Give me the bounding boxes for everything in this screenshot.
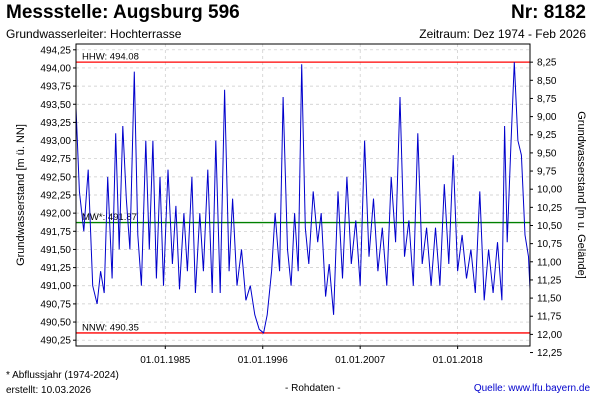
y-tick-label: 492,00 [40,209,71,220]
y-tick-label: 492,75 [40,154,71,165]
y-tick-label: 490,50 [40,318,71,329]
right-tick-label: 9,00 [537,112,557,123]
y-tick-label: 491,75 [40,227,71,238]
right-tick-label: 9,75 [537,167,557,178]
raw-data-label: - Rohdaten - [285,383,341,394]
right-axis-ticks: 8,25 8,50 8,75 9,00 9,25 9,50 9,75 10,00 10,25 10… [530,58,562,359]
left-axis-ticks: 494,25 494,00 493,75 493,50 493,25 493,00 492,… [40,45,76,347]
y-tick-label: 493,75 [40,82,71,93]
right-tick-label: 12,25 [537,348,562,359]
y-tick-label: 494,25 [40,45,71,56]
right-tick-label: 9,25 [537,130,557,141]
right-tick-label: 11,50 [537,294,562,305]
right-tick-label: 10,00 [537,185,562,196]
right-tick-label: 8,25 [537,58,557,69]
reference-line-label: NNW: 490.35 [82,322,139,333]
y-tick-label: 493,50 [40,100,71,111]
x-axis-ticks: 01.01.1985 01.01.1996 01.01.2007 01.01.2018 [140,346,483,366]
y-tick-label: 494,00 [40,63,71,74]
y-tick-label: 491,25 [40,263,71,274]
created-date: erstellt: 10.03.2026 [6,385,92,396]
right-tick-label: 9,50 [537,148,557,159]
groundwater-series-line [75,62,531,334]
y-tick-label: 492,50 [40,172,71,183]
y-tick-label: 491,50 [40,245,71,256]
right-tick-label: 10,25 [537,203,562,214]
grid-layer [76,44,530,346]
x-tick-label: 01.01.2018 [433,355,483,366]
right-tick-label: 11,25 [537,275,562,286]
y-tick-label: 491,00 [40,281,71,292]
right-tick-label: 12,00 [537,330,562,341]
left-axis-label: Grundwasserstand [m ü. NN] [15,124,27,266]
right-tick-label: 10,50 [537,221,562,232]
y-tick-label: 493,25 [40,118,71,129]
y-tick-label: 492,25 [40,191,71,202]
right-tick-label: 8,50 [537,76,557,87]
footnote: * Abflussjahr (1974-2024) [6,370,119,381]
right-tick-label: 11,75 [537,312,562,323]
right-tick-label: 10,75 [537,239,562,250]
y-tick-label: 493,00 [40,136,71,147]
station-number: Nr: 8182 [511,2,586,23]
aquifer-label: Grundwasserleiter: Hochterrasse [6,27,182,41]
right-tick-label: 11,00 [537,257,562,268]
y-tick-label: 490,25 [40,336,71,347]
period-label: Zeitraum: Dez 1974 - Feb 2026 [419,27,586,41]
x-tick-label: 01.01.1996 [238,355,288,366]
x-tick-label: 01.01.2007 [335,355,385,366]
right-tick-label: 8,75 [537,94,557,105]
right-axis-label: Grundwasserstand [m u. Gelände] [575,111,587,279]
page-title: Messstelle: Augsburg 596 [6,2,240,23]
reference-line-label: HHW: 494.08 [82,52,139,63]
y-tick-label: 490,75 [40,299,71,310]
source-link[interactable]: Quelle: www.lfu.bayern.de [473,383,590,394]
x-tick-label: 01.01.1985 [140,355,190,366]
